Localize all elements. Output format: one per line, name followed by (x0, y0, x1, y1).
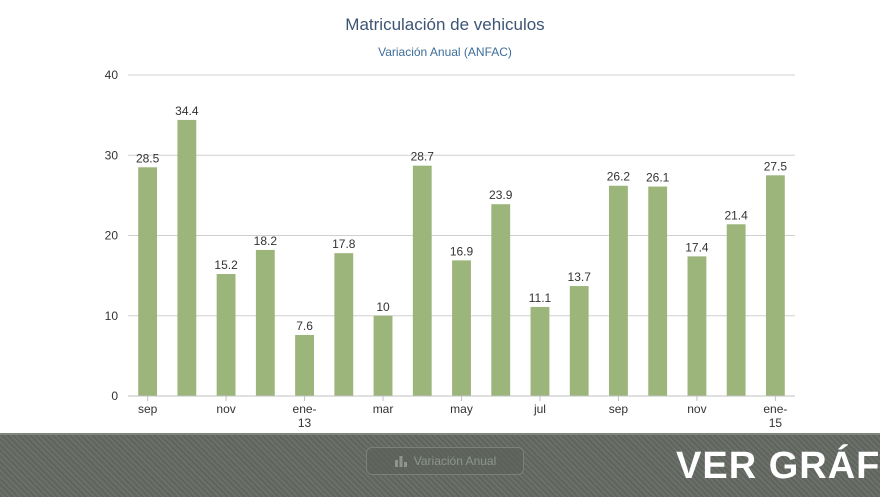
bar (765, 175, 785, 396)
bar (373, 315, 393, 396)
data-label: 15.2 (214, 258, 238, 272)
x-tick-label: nov (216, 402, 235, 416)
bar (295, 335, 314, 396)
bar (687, 256, 707, 396)
bar (491, 204, 511, 396)
data-label: 34.4 (175, 104, 199, 118)
bar (216, 274, 236, 396)
data-label: 26.1 (646, 171, 670, 185)
bar (530, 306, 550, 396)
x-tick-label: sep (138, 402, 158, 416)
x-tick-label: may (450, 402, 473, 416)
bar (255, 249, 275, 396)
bar (726, 224, 746, 396)
bar (334, 253, 354, 396)
x-tick-label: ene- (293, 402, 317, 416)
bar (569, 286, 589, 396)
data-label: 18.2 (254, 234, 278, 248)
legend-label: Variación Anual (413, 454, 497, 468)
x-tick-label: 13 (298, 416, 312, 430)
data-label: 7.6 (296, 319, 313, 333)
data-label: 26.2 (607, 170, 631, 184)
x-tick-label: 15 (769, 416, 783, 430)
x-tick-label: jul (533, 402, 546, 416)
chart-title: Matriculación de vehiculos (345, 15, 544, 34)
data-label: 16.9 (450, 244, 474, 258)
data-label: 21.4 (724, 208, 748, 222)
x-tick-label: mar (373, 402, 394, 416)
x-tick-label: ene- (763, 402, 787, 416)
y-tick-label: 20 (105, 229, 119, 243)
bar (609, 185, 628, 396)
data-label: 27.5 (764, 159, 788, 173)
y-tick-label: 40 (105, 68, 119, 82)
bar (648, 186, 668, 396)
y-tick-label: 10 (105, 309, 119, 323)
data-label: 10 (376, 300, 390, 314)
bar (177, 119, 197, 396)
bar-chart-icon (394, 456, 407, 467)
data-label: 11.1 (529, 291, 552, 305)
data-label: 23.9 (489, 188, 513, 202)
bar (412, 165, 432, 396)
data-label: 13.7 (568, 270, 592, 284)
chart-subtitle: Variación Anual (ANFAC) (378, 45, 512, 59)
x-tick-label: sep (609, 402, 629, 416)
y-tick-label: 0 (111, 389, 118, 403)
legend-series-toggle[interactable]: Variación Anual (366, 447, 524, 475)
bar (452, 260, 471, 396)
y-tick-label: 30 (105, 148, 119, 162)
data-label: 28.5 (136, 151, 160, 165)
view-chart-link[interactable]: VER GRÁF (676, 445, 880, 487)
data-label: 17.4 (685, 240, 709, 254)
data-label: 28.7 (411, 150, 435, 164)
data-label: 17.8 (332, 237, 356, 251)
bar-chart: Matriculación de vehiculos Variación Anu… (105, 15, 795, 430)
bar (138, 167, 158, 396)
bottom-banner: Variación Anual VER GRÁF (0, 433, 880, 497)
x-tick-label: nov (687, 402, 706, 416)
